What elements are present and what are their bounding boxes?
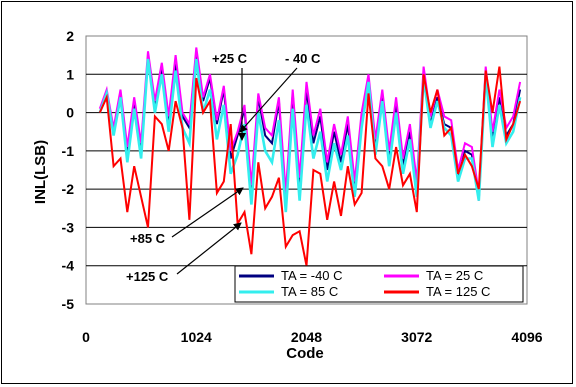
series-line [98, 66, 522, 266]
y-axis-title: INL(LSB) [32, 140, 49, 204]
x-tick-label: 2048 [291, 329, 322, 345]
annotation-minus40c: - 40 C [285, 51, 321, 66]
x-axis-title: Code [286, 345, 324, 362]
annotation-85c-arrow [171, 187, 244, 238]
annotation-25c: +25 C [212, 51, 248, 66]
x-tick-label: 3072 [401, 329, 432, 345]
legend-box [234, 265, 524, 303]
y-tick-label: 2 [66, 28, 74, 44]
y-tick-label: -1 [62, 143, 75, 159]
annotation-125c-arrow [176, 222, 242, 275]
y-tick-labels: 2 1 0 -1 -2 -3 -4 -5 [62, 28, 75, 312]
y-tick-label: -5 [62, 296, 75, 312]
legend-label-85: TA = 85 C [281, 284, 338, 299]
annotation-85c: +85 C [130, 231, 166, 246]
annotation-125c: +125 C [126, 269, 169, 284]
series-line [98, 47, 522, 194]
y-tick-label: 1 [66, 66, 74, 82]
legend: TA = -40 C TA = 25 C TA = 85 C TA = 125 … [234, 265, 524, 303]
legend-label-25: TA = 25 C [426, 268, 483, 283]
series-line [98, 58, 522, 213]
legend-label-125: TA = 125 C [426, 284, 490, 299]
x-tick-label: 1024 [181, 329, 212, 345]
y-tick-label: -4 [62, 258, 75, 274]
y-tick-label: -2 [62, 181, 75, 197]
annotation-minus40c-arrow [239, 67, 298, 133]
x-tick-labels: 0 1024 2048 3072 4096 [82, 329, 543, 345]
legend-label-minus40: TA = -40 C [281, 268, 343, 283]
x-tick-label: 4096 [511, 329, 542, 345]
series-lines [98, 47, 522, 266]
x-tick-label: 0 [82, 329, 90, 345]
y-tick-label: 0 [66, 105, 74, 121]
y-tick-label: -3 [62, 219, 75, 235]
